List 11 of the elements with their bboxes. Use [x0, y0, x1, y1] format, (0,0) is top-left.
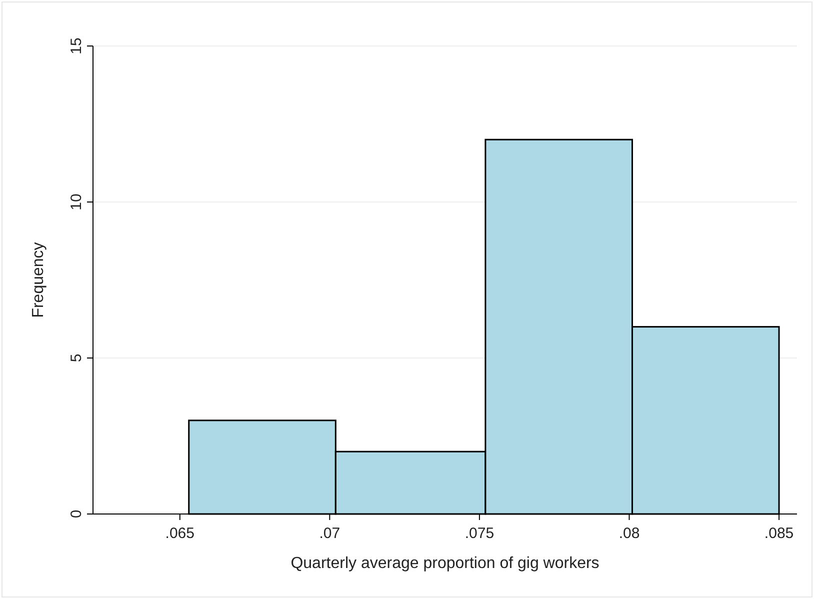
- y-tick-label: 10: [68, 194, 85, 210]
- x-tick-label: .065: [165, 525, 194, 542]
- x-tick-label: .07: [319, 525, 340, 542]
- y-tick-label: 15: [68, 38, 85, 54]
- y-tick-label: 0: [68, 510, 85, 518]
- x-tick-label: .075: [464, 525, 494, 542]
- y-tick-label: 5: [68, 354, 85, 362]
- y-axis-title: Frequency: [30, 242, 47, 318]
- x-tick-label: .085: [764, 525, 794, 542]
- x-axis-title: Quarterly average proportion of gig workers: [290, 555, 600, 572]
- x-tick-label: .08: [618, 525, 640, 542]
